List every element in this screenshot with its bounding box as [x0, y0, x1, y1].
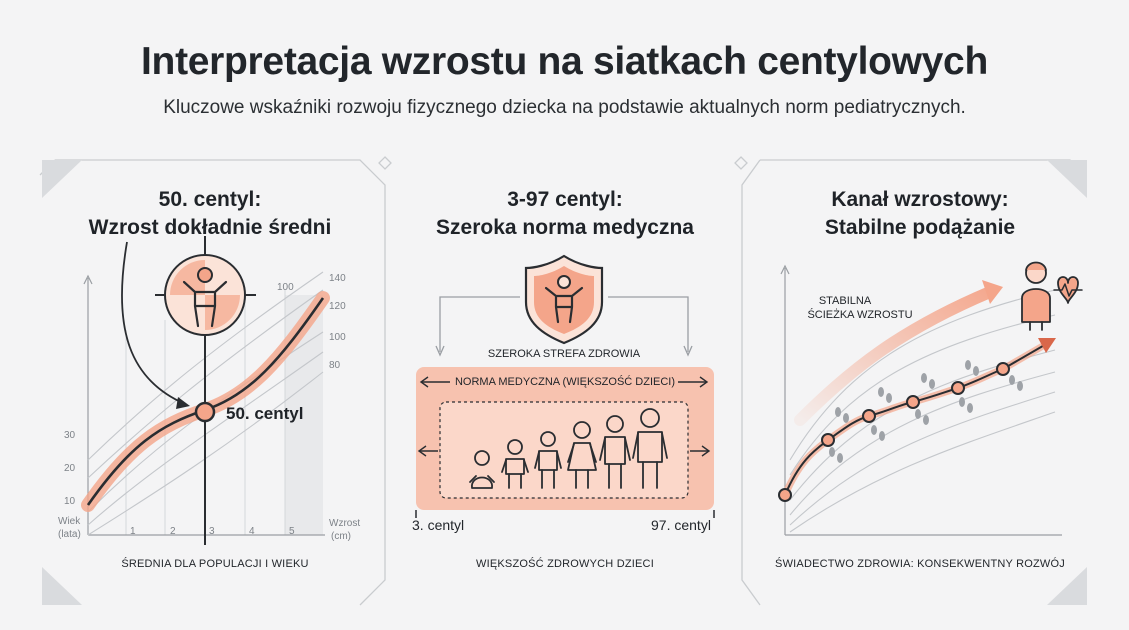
doctor-heart-icon [1021, 261, 1083, 331]
percentile-97-label: 97. centyl [651, 517, 711, 533]
path-label-1: STABILNA [818, 295, 872, 307]
growth-point [821, 433, 835, 447]
panel3-caption: ŚWIADECTWO ZDROWIA: KONSEKWENTNY ROZWÓJ [775, 558, 1065, 570]
panel2-title-line1: 3-97 centyl: [507, 188, 623, 211]
child-figure-1 [469, 450, 495, 489]
child-figure-6 [632, 408, 668, 489]
panel2-caption: WIĘKSZOŚĆ ZDROWYCH DZIECI [476, 558, 654, 570]
stable-path-arrow [794, 286, 996, 426]
x-tick-2: 2 [170, 526, 176, 537]
path-label-2: ŚCIEŻKA WZROSTU [807, 309, 913, 321]
x-tick-4: 4 [249, 526, 255, 537]
y-tick-80: 80 [329, 360, 341, 371]
percentile-3-label: 3. centyl [412, 517, 465, 533]
shield-child-icon [524, 254, 604, 345]
growth-point [906, 395, 920, 409]
y-tick-30: 30 [64, 430, 76, 441]
y-tick-140: 140 [329, 273, 346, 284]
shield-label: SZEROKA STREFA ZDROWIA [487, 348, 641, 360]
x-axis-label-2: (lata) [58, 529, 81, 540]
panel1-title-line1: 50. centyl: [158, 188, 262, 211]
y-axis-right-label-2: (cm) [331, 531, 351, 542]
panel3-title-line1: Kanał wzrostowy: [831, 188, 1009, 211]
panel2-title: 3-97 centyl: Szeroka norma medyczna [415, 186, 715, 242]
child-figure-3 [534, 431, 562, 489]
majority-zone [439, 401, 689, 499]
child-figure-5 [599, 415, 631, 489]
panel3-title: Kanał wzrostowy: Stabilne podążanie [770, 186, 1070, 242]
growth-point [996, 362, 1010, 376]
panel1-title-line2: Wzrost dokładnie średni [88, 216, 332, 239]
page-subtitle: Kluczowe wskaźniki rozwoju fizycznego dz… [163, 97, 966, 118]
panel3-title-line2: Stabilne podążanie [824, 216, 1016, 239]
growth-point [951, 381, 965, 395]
y-tick-100: 100 [329, 332, 346, 343]
x-axis-label-1: Wiek [58, 516, 81, 527]
x-tick-3: 3 [209, 526, 215, 537]
child-figure-2 [501, 439, 529, 489]
child-target-icon [155, 236, 256, 336]
x-tick-5: 5 [289, 526, 295, 537]
growth-point [862, 409, 876, 423]
panel1-title: 50. centyl: Wzrost dokładnie średni [60, 186, 360, 242]
panel1-caption: ŚREDNIA DLA POPULACJI I WIEKU [121, 558, 309, 570]
top-tick: 100 [277, 282, 294, 293]
median-point [194, 401, 216, 423]
y-tick-120: 120 [329, 301, 346, 312]
y-tick-10: 10 [64, 496, 76, 507]
median-label: 50. centyl [226, 404, 304, 423]
band-label: NORMA MEDYCZNA (WIĘKSZOŚĆ DZIECI) [454, 376, 675, 388]
growth-point [778, 488, 792, 502]
panel2-title-line2: Szeroka norma medyczna [436, 216, 694, 239]
page-title: Interpretacja wzrostu na siatkach centyl… [141, 40, 988, 83]
footprints-icon [829, 360, 1023, 463]
y-axis-right-label-1: Wzrost [329, 518, 361, 529]
x-tick-1: 1 [130, 526, 136, 537]
child-figure-4 [567, 421, 597, 489]
y-tick-20: 20 [64, 463, 76, 474]
